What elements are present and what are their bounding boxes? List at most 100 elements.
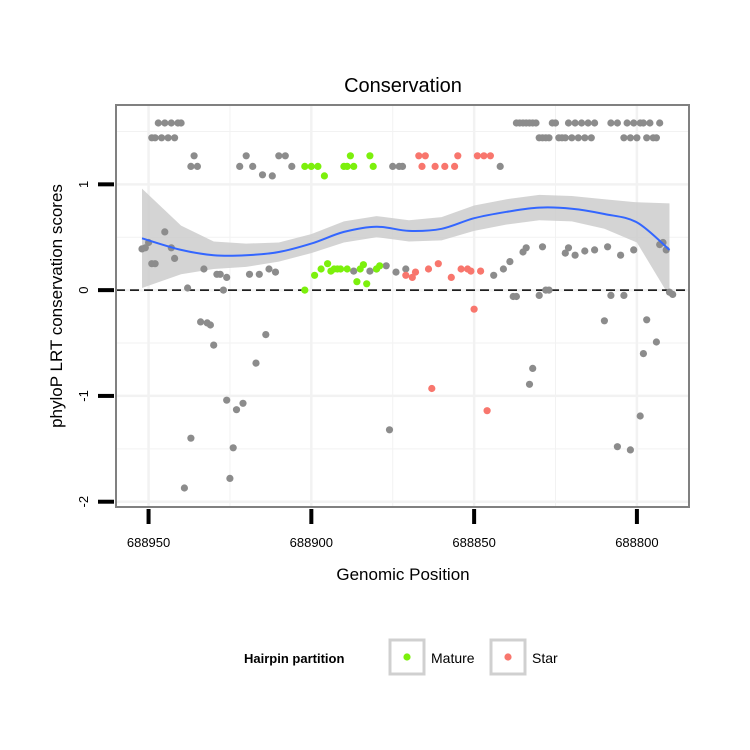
legend-swatch-mature <box>403 653 411 661</box>
point-other <box>656 119 664 127</box>
point-other <box>398 162 407 170</box>
point-mature <box>324 260 332 268</box>
point-star <box>457 265 465 273</box>
point-other <box>535 291 543 299</box>
point-star <box>411 268 420 276</box>
point-other <box>561 249 569 257</box>
point-mature <box>350 162 358 170</box>
point-star <box>483 407 491 415</box>
point-other <box>385 426 394 434</box>
y-tick-label: 0 <box>76 287 91 294</box>
legend-label-star: Star <box>532 650 558 666</box>
point-star <box>470 305 478 313</box>
point-other <box>499 265 507 273</box>
point-star <box>486 152 494 160</box>
point-other <box>626 134 635 142</box>
point-mature <box>363 280 371 288</box>
point-star <box>431 162 439 170</box>
x-tick-label: 688950 <box>127 535 170 550</box>
point-other <box>402 265 410 273</box>
point-other <box>151 260 159 268</box>
point-other <box>591 246 599 254</box>
x-tick-label: 688800 <box>615 535 658 550</box>
point-other <box>219 286 227 294</box>
point-other <box>669 290 677 298</box>
point-other <box>613 119 622 127</box>
point-other <box>636 412 644 420</box>
point-other <box>652 134 661 142</box>
point-other <box>506 258 514 266</box>
point-other <box>200 265 208 273</box>
point-star <box>428 384 436 393</box>
y-tick-label: -2 <box>76 496 91 508</box>
point-other <box>223 396 231 404</box>
point-other <box>564 119 573 127</box>
point-mature <box>307 162 315 170</box>
point-star <box>473 152 481 160</box>
point-other <box>184 284 192 292</box>
point-other <box>620 291 628 299</box>
point-other <box>564 244 573 252</box>
point-mature <box>353 278 361 286</box>
point-other <box>226 474 234 482</box>
point-other <box>258 171 267 179</box>
point-other <box>382 262 390 270</box>
point-other <box>591 119 599 127</box>
point-star <box>415 152 423 160</box>
legend-item-mature: Mature <box>388 638 475 676</box>
point-other <box>633 134 641 142</box>
point-other <box>206 321 214 329</box>
point-other <box>187 162 195 170</box>
chart-title: Conservation <box>344 75 462 97</box>
legend-swatch-star <box>504 653 512 661</box>
point-other <box>623 119 631 127</box>
point-other <box>216 270 224 278</box>
grid-lines <box>116 105 689 507</box>
legend-title: Hairpin partition <box>244 651 344 666</box>
point-other <box>568 134 576 142</box>
point-other <box>177 119 185 127</box>
y-axis-title: phyloP LRT conservation scores <box>47 184 66 428</box>
legend-item-star: Star <box>489 638 558 676</box>
point-other <box>154 119 162 127</box>
point-other <box>490 271 498 279</box>
legend-key-mature <box>388 638 426 676</box>
point-other <box>545 286 553 294</box>
point-star <box>441 162 449 170</box>
x-axis: 688950 688900 688850 688800 <box>127 509 659 550</box>
point-other <box>389 162 397 170</box>
point-other <box>164 134 172 142</box>
point-other <box>239 399 247 407</box>
smooth-confidence-band <box>142 188 670 297</box>
point-mature <box>343 265 351 273</box>
point-other <box>265 265 273 273</box>
point-other <box>249 162 257 170</box>
point-mature <box>314 162 322 170</box>
point-star <box>402 271 410 279</box>
point-other <box>626 446 635 454</box>
point-other <box>171 254 179 262</box>
point-mature <box>343 162 351 170</box>
point-other <box>180 484 188 492</box>
point-other <box>236 162 244 170</box>
point-other <box>141 244 149 252</box>
legend-label-mature: Mature <box>431 650 475 666</box>
point-other <box>522 244 530 252</box>
point-other <box>639 119 648 127</box>
point-mature <box>369 162 377 170</box>
point-other <box>255 270 263 278</box>
point-other <box>193 162 201 170</box>
point-mature <box>376 262 384 270</box>
point-other <box>245 270 254 278</box>
x-tick-label: 688900 <box>290 535 333 550</box>
point-other <box>275 152 283 160</box>
point-star <box>447 273 455 281</box>
point-other <box>496 162 504 170</box>
point-mature <box>337 265 345 273</box>
point-star <box>424 265 433 273</box>
point-other <box>652 338 661 346</box>
y-tick-label: -1 <box>76 390 91 402</box>
point-other <box>161 228 169 236</box>
plot-panel-bg <box>116 105 689 507</box>
point-other <box>252 359 260 367</box>
